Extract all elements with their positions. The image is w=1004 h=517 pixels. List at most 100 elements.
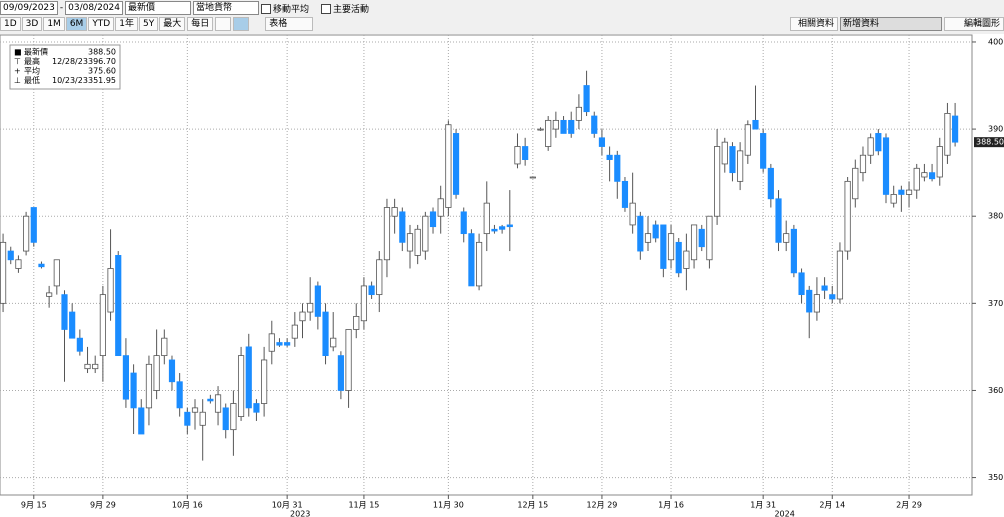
end-date[interactable]: 03/08/2024 — [65, 1, 123, 15]
candle-body — [176, 381, 183, 409]
currency-select[interactable]: 當地貨幣 — [193, 1, 259, 15]
candle-body — [560, 119, 567, 134]
candle-body — [222, 407, 229, 431]
candle-body — [913, 167, 920, 191]
candle-body — [69, 311, 76, 339]
candle-body — [829, 294, 836, 300]
related-button[interactable]: 相關資料 — [790, 17, 838, 31]
candle-body — [406, 233, 414, 252]
edit-chart-button[interactable]: 編輯圖形 — [944, 17, 1004, 31]
candle-body — [514, 146, 521, 165]
candle-body — [706, 215, 713, 261]
candle-body — [660, 224, 667, 269]
candle-body — [683, 250, 690, 269]
price-tag-label: 388.50 — [976, 138, 1004, 147]
start-date[interactable]: 09/09/2023 — [0, 1, 58, 15]
legend-value: 375.60 — [88, 67, 116, 76]
candle-body — [245, 346, 252, 409]
tool-button[interactable] — [233, 17, 250, 31]
candle-body — [92, 363, 99, 370]
candle-body — [606, 154, 613, 160]
x-tick-label: 9月 29 — [90, 501, 116, 510]
candle-body — [844, 180, 851, 252]
y-tick-label: 370 — [988, 299, 1003, 308]
candle-body — [775, 198, 782, 243]
x-tick-label: 12月 29 — [586, 501, 617, 510]
x-tick-label: 2月 14 — [819, 501, 845, 510]
y-tick-label: 400 — [988, 37, 1003, 46]
legend-symbol: + — [14, 67, 21, 76]
year-label: 2024 — [774, 510, 794, 517]
candle-body — [115, 255, 122, 357]
candle-body — [23, 215, 30, 252]
candle-body — [690, 224, 698, 261]
candle-body — [429, 211, 437, 228]
frequency-select[interactable]: 每日 — [187, 17, 214, 31]
candle-body — [268, 333, 275, 352]
candle-body — [76, 337, 83, 352]
toolbar-row: 09/09/2023- 03/08/2024 最新價 當地貨幣 移動平均 主要活… — [0, 0, 1004, 16]
candle-body — [422, 215, 429, 252]
year-label: 2023 — [290, 510, 310, 517]
candle-body — [122, 355, 130, 400]
ma-toggle[interactable]: 移動平均 — [261, 2, 309, 15]
candle-body — [168, 359, 176, 383]
period-button[interactable]: 6M — [65, 17, 88, 31]
period-button[interactable]: 1M — [43, 17, 65, 31]
candle-body — [399, 211, 406, 243]
candle-body — [452, 133, 460, 195]
candle-body — [7, 250, 14, 261]
candle-body — [944, 113, 951, 156]
table-button[interactable]: 表格 — [265, 17, 314, 31]
candle-body — [360, 285, 368, 322]
legend-date: 12/28/23 — [52, 57, 88, 66]
y-tick-label: 380 — [988, 212, 1003, 221]
candle-body — [836, 250, 844, 300]
field-select[interactable]: 最新價 — [125, 1, 191, 15]
candle-body — [153, 355, 160, 391]
x-tick-label: 9月 15 — [21, 501, 47, 510]
candle-body — [575, 106, 582, 121]
candle-body — [813, 294, 820, 313]
legend-symbol: ⊥ — [14, 76, 21, 85]
candle-body — [0, 241, 7, 304]
candle-body — [721, 141, 728, 165]
candle-body — [491, 228, 498, 232]
candle-body — [783, 233, 790, 243]
candle-body — [261, 359, 268, 404]
x-tick-label: 10月 31 — [272, 501, 303, 510]
period-button[interactable]: 3D — [21, 17, 43, 31]
candle-body — [46, 292, 53, 297]
period-button[interactable]: 5Y — [138, 17, 159, 31]
candle-body — [867, 137, 874, 156]
tool-button[interactable] — [215, 17, 232, 31]
candle-body — [798, 272, 805, 296]
period-button[interactable]: 1年 — [115, 17, 138, 31]
candle-body — [299, 311, 306, 322]
candle-body — [38, 263, 45, 268]
candle-body — [145, 363, 153, 409]
x-tick-label: 1月 16 — [658, 501, 684, 510]
candle-body — [552, 119, 559, 130]
candle-body — [905, 189, 913, 195]
period-group: 1D 3D 1M 6M YTD 1年 5Y 最大 — [0, 17, 186, 31]
events-toggle[interactable]: 主要活動 — [321, 2, 369, 15]
add-data[interactable]: 新增資料 — [840, 17, 942, 31]
candle-body — [821, 285, 828, 291]
period-button[interactable]: 1D — [0, 17, 21, 31]
events-label: 主要活動 — [333, 4, 370, 15]
candle-body — [760, 133, 767, 169]
candle-body — [184, 411, 191, 426]
candle-body — [936, 146, 943, 178]
period-button[interactable]: YTD — [88, 17, 115, 31]
candle-body — [928, 172, 936, 180]
candle-body — [314, 285, 321, 317]
candle-body — [291, 324, 298, 339]
candle-body — [506, 224, 513, 228]
candle-body — [890, 194, 897, 204]
candle-body — [214, 394, 222, 413]
candle-body — [130, 372, 137, 409]
candle-body — [253, 403, 260, 413]
period-button[interactable]: 最大 — [159, 17, 186, 31]
legend-label: 最低 — [24, 75, 40, 85]
